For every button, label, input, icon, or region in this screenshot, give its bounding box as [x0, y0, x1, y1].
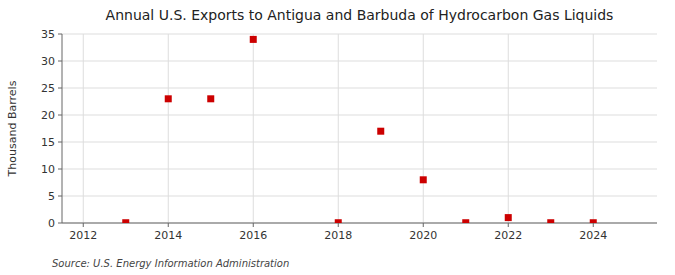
chart-container: 2012 2014 2016 2018 2020 2022 2024 0 5 10 15 20 25 30… — [0, 0, 675, 275]
x-tick — [423, 223, 424, 227]
x-grid-line — [253, 34, 254, 223]
y-grid-line — [62, 142, 657, 143]
point — [335, 219, 342, 223]
point — [420, 176, 427, 183]
y-axis-label: Thousand Barrels — [6, 80, 19, 177]
y-tick-label: 0 — [48, 217, 55, 230]
y-grid-line — [62, 61, 657, 62]
y-grid-line — [62, 169, 657, 170]
title: Annual U.S. Exports to Antigua and Barbu… — [106, 7, 614, 23]
x-tick-label: 2022 — [494, 229, 522, 242]
x-tick — [253, 223, 254, 227]
points — [122, 36, 597, 223]
y-tick-label: 15 — [41, 136, 55, 149]
x-tick-label: 2012 — [69, 229, 97, 242]
y-tick — [58, 223, 62, 224]
point — [590, 219, 597, 223]
x-tick — [168, 223, 169, 227]
x-tick-label: 2016 — [239, 229, 267, 242]
x-grid-line — [168, 34, 169, 223]
y-tick-label: 35 — [41, 28, 55, 41]
point — [462, 219, 469, 223]
y-grid-line — [62, 196, 657, 197]
point — [377, 128, 384, 135]
y-tick — [58, 169, 62, 170]
y-tick — [58, 196, 62, 197]
y-tick — [58, 61, 62, 62]
y-tick — [58, 34, 62, 35]
x-grid-line — [83, 34, 84, 223]
y-grid-line — [62, 223, 657, 224]
point — [207, 95, 214, 102]
x-axis-line — [62, 223, 657, 224]
y-tick-label: 5 — [48, 190, 55, 203]
chart-svg: 2012 2014 2016 2018 2020 2022 2024 0 5 10 15 20 25 30… — [0, 0, 675, 275]
y-tick — [58, 115, 62, 116]
x-tick — [508, 223, 509, 227]
x-tick — [593, 223, 594, 227]
y-tick-label: 25 — [41, 82, 55, 95]
axes: 2012 2014 2016 2018 2020 2022 2024 0 5 10 15 20 25 30… — [41, 28, 657, 242]
x-grid-line — [508, 34, 509, 223]
x-grid-line — [338, 34, 339, 223]
y-grid-line — [62, 88, 657, 89]
x-tick-label: 2020 — [409, 229, 437, 242]
x-tick-label: 2014 — [154, 229, 182, 242]
y-tick-label: 30 — [41, 55, 55, 68]
x-tick — [338, 223, 339, 227]
y-tick-label: 10 — [41, 163, 55, 176]
x-grid-line — [423, 34, 424, 223]
x-tick-label: 2024 — [579, 229, 607, 242]
y-tick — [58, 88, 62, 89]
source: Source: U.S. Energy Information Administ… — [52, 258, 289, 269]
point — [250, 36, 257, 43]
y-tick — [58, 142, 62, 143]
point — [547, 219, 554, 223]
point — [165, 95, 172, 102]
y-tick-label: 20 — [41, 109, 55, 122]
x-tick — [83, 223, 84, 227]
point — [122, 219, 129, 223]
y-grid-line — [62, 115, 657, 116]
y-axis-line — [62, 34, 63, 223]
x-tick-label: 2018 — [324, 229, 352, 242]
x-grid-line — [593, 34, 594, 223]
y-grid-line — [62, 34, 657, 35]
grid — [62, 34, 657, 223]
point — [505, 214, 512, 221]
